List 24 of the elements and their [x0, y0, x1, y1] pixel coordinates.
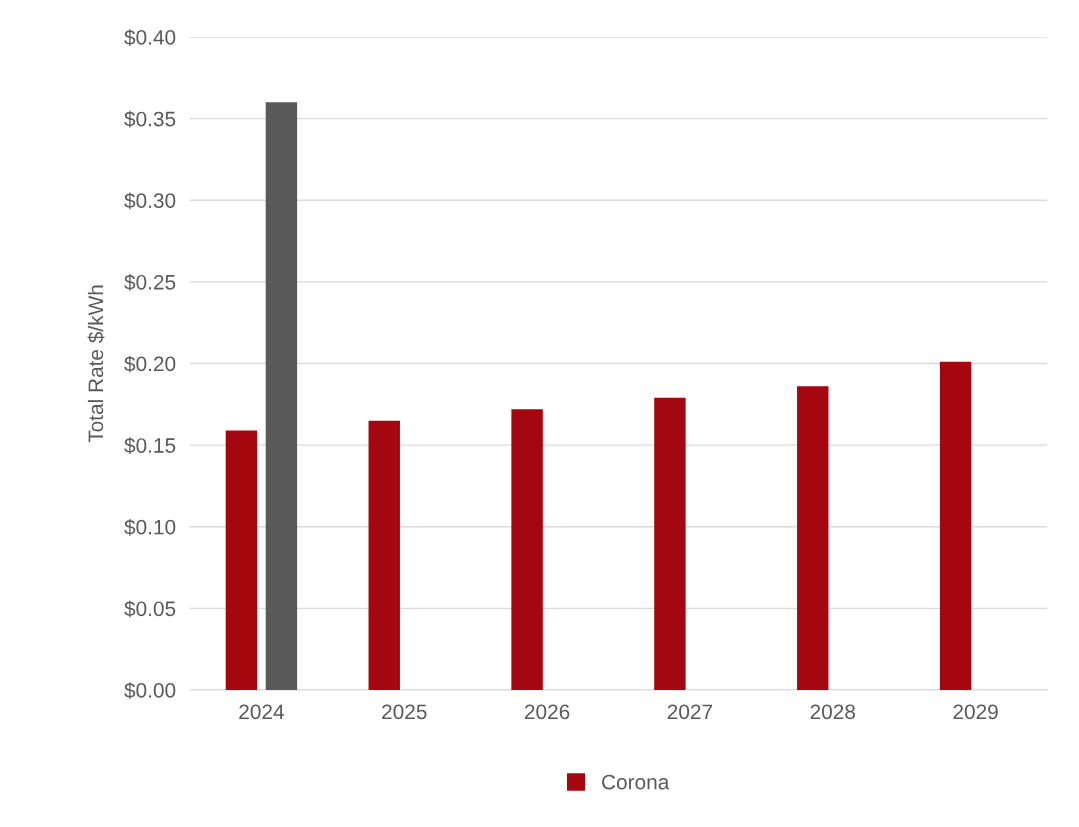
- y-tick-label: $0.25: [124, 274, 176, 291]
- bar: [654, 397, 686, 690]
- legend-label: Corona: [602, 774, 670, 790]
- x-tick-label: 2029: [953, 704, 998, 720]
- y-tick-label: $0.40: [124, 29, 176, 46]
- y-tick-label: $0.05: [124, 600, 176, 618]
- x-tick-label: 2026: [524, 704, 570, 720]
- bar: [225, 430, 258, 690]
- bar: [265, 102, 298, 690]
- y-tick-label: $0.10: [124, 518, 176, 536]
- bar: [511, 409, 543, 690]
- x-tick-label: 2027: [667, 704, 713, 720]
- y-tick-label: $0.15: [124, 437, 176, 455]
- y-tick-label: $0.35: [124, 110, 176, 128]
- bar: [939, 361, 972, 690]
- x-tick-label: 2024: [239, 704, 284, 720]
- y-tick-label: $0.30: [124, 192, 176, 210]
- bar: [797, 386, 829, 690]
- x-tick-label: 2028: [810, 704, 856, 720]
- x-tick-label: 2025: [382, 704, 427, 720]
- bar: [368, 420, 400, 690]
- y-tick-label: $0.20: [124, 355, 176, 373]
- y-tick-label: $0.00: [124, 682, 176, 699]
- y-axis-title: Total Rate $/kWh: [87, 285, 105, 443]
